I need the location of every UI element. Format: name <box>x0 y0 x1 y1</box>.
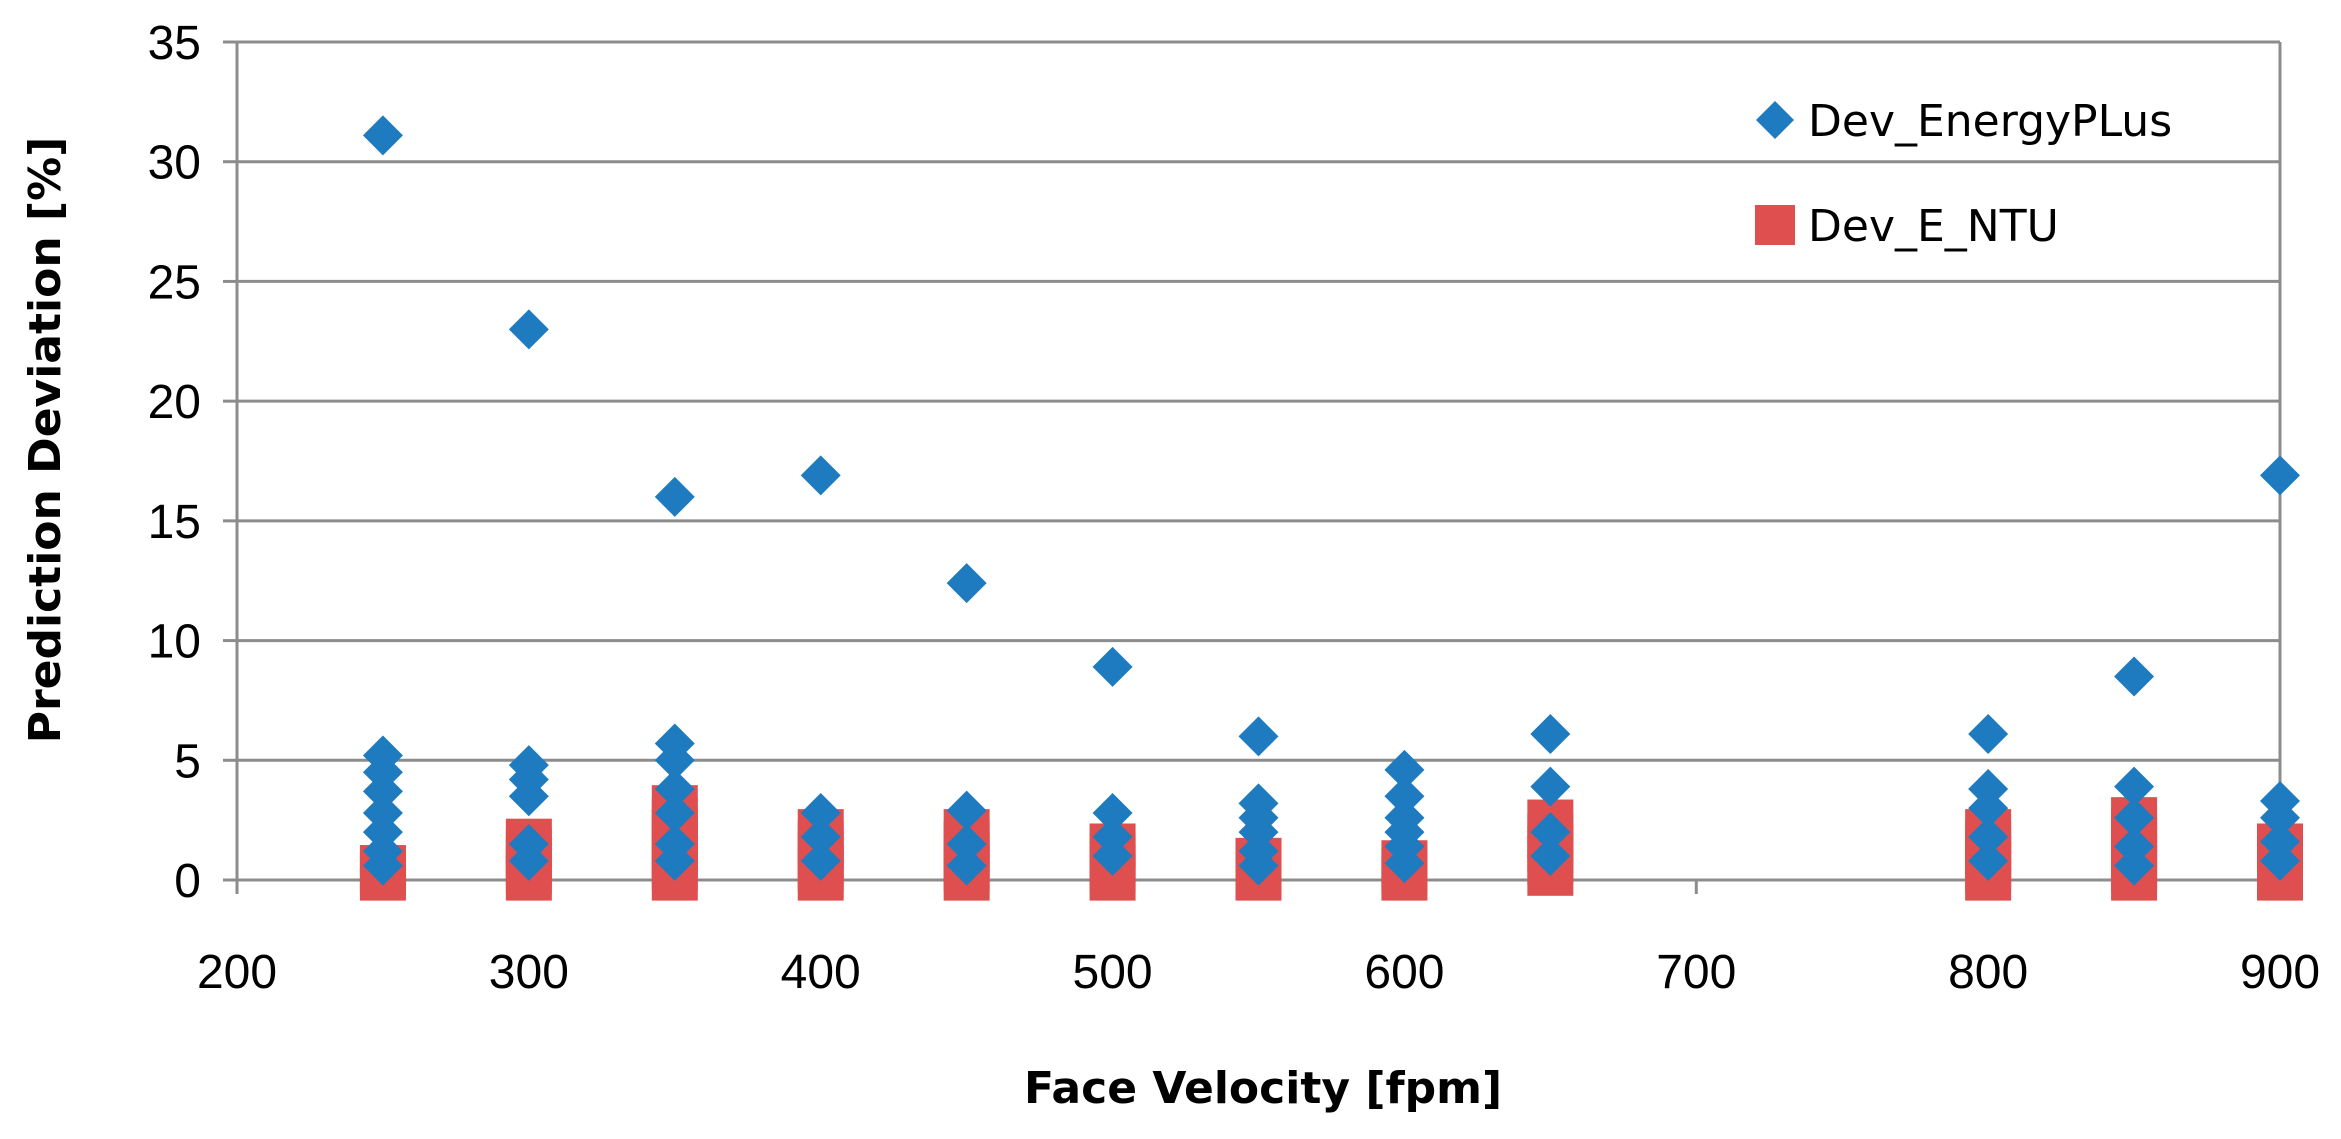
diamond-point-8 <box>508 309 549 350</box>
diamond-point-20 <box>654 840 695 881</box>
tick-labels: 0 5 10 15 20 25 30 35 200 300 400 500 600 700 800 900 <box>148 17 2320 999</box>
diamond-point-46 <box>1530 766 1571 807</box>
diamond-point-53 <box>1968 840 2009 881</box>
diamond-point-39 <box>1384 749 1425 790</box>
axis-titles: Face Velocity [fpm] Prediction Deviation… <box>20 137 1502 1114</box>
y-tick-label-25: 25 <box>148 256 201 309</box>
series-dev-energyplus <box>362 115 2300 886</box>
legend-label: Dev_E_NTU <box>1808 201 2059 252</box>
legend-diamond-marker <box>1756 101 1794 139</box>
diamond-point-28 <box>946 845 987 886</box>
diamond-point-38 <box>1238 845 1279 886</box>
diamond-point-54 <box>2114 656 2155 697</box>
diamond-point-14 <box>654 476 695 517</box>
diamond-point-47 <box>1530 812 1571 853</box>
y-tick-label-0: 0 <box>174 855 201 908</box>
diamond-point-7 <box>362 845 403 886</box>
diamond-point-49 <box>1968 713 2009 754</box>
diamond-point-26 <box>946 790 987 831</box>
diamond-point-44 <box>1384 843 1425 884</box>
diamond-point-58 <box>2114 845 2155 886</box>
x-tick-label-400: 400 <box>781 946 861 999</box>
y-tick-label-30: 30 <box>148 137 201 190</box>
legend-item-dev-energyplus[interactable]: Dev_EnergyPLus <box>1756 96 2172 147</box>
diamond-point-16 <box>654 740 695 781</box>
legend-label: Dev_EnergyPLus <box>1808 96 2172 147</box>
diamond-point-25 <box>946 563 987 604</box>
diamond-point-61 <box>2260 797 2300 838</box>
y-axis-title: Prediction Deviation [%] <box>20 137 71 744</box>
diamond-point-11 <box>508 776 549 817</box>
diamond-point-17 <box>654 769 695 810</box>
diamond-point-29 <box>1092 646 1133 687</box>
diamond-point-0 <box>362 115 403 156</box>
y-tick-label-15: 15 <box>148 496 201 549</box>
series-dev-e-ntu <box>359 785 2303 901</box>
diamond-point-21 <box>800 455 841 496</box>
diamond-point-55 <box>2114 766 2155 807</box>
diamond-point-40 <box>1384 776 1425 817</box>
data-series <box>359 115 2303 901</box>
diamond-point-23 <box>800 816 841 857</box>
diamond-point-22 <box>800 792 841 833</box>
diamond-point-32 <box>1092 836 1133 877</box>
x-tick-label-600: 600 <box>1364 946 1444 999</box>
legend-square-marker <box>1755 205 1795 245</box>
x-axis-title: Face Velocity [fpm] <box>1024 1063 1502 1114</box>
x-tick-label-200: 200 <box>197 946 277 999</box>
y-tick-label-10: 10 <box>148 616 201 669</box>
diamond-point-56 <box>2114 797 2155 838</box>
diamond-point-24 <box>800 840 841 881</box>
diamond-point-45 <box>1530 713 1571 754</box>
x-tick-label-300: 300 <box>489 946 569 999</box>
diamond-point-48 <box>1530 836 1571 877</box>
y-tick-label-20: 20 <box>148 376 201 429</box>
legend[interactable]: Dev_EnergyPLus Dev_E_NTU <box>1755 96 2172 252</box>
diamond-point-33 <box>1238 716 1279 757</box>
diamond-point-63 <box>2260 840 2300 881</box>
diamond-point-52 <box>1968 816 2009 857</box>
x-tick-label-900: 900 <box>2240 946 2320 999</box>
diamond-point-51 <box>1968 788 2009 829</box>
x-tick-label-500: 500 <box>1073 946 1153 999</box>
x-tick-label-800: 800 <box>1948 946 2028 999</box>
y-tick-label-5: 5 <box>174 735 201 788</box>
legend-item-dev-e-ntu[interactable]: Dev_E_NTU <box>1755 201 2059 252</box>
diamond-point-59 <box>2260 455 2300 496</box>
diamond-point-18 <box>654 792 695 833</box>
y-tick-label-35: 35 <box>148 17 201 70</box>
diamond-point-13 <box>508 840 549 881</box>
diamond-point-3 <box>362 771 403 812</box>
diamond-point-27 <box>946 824 987 865</box>
diamond-point-30 <box>1092 792 1133 833</box>
gridlines <box>237 40 2280 762</box>
x-tick-label-700: 700 <box>1656 946 1736 999</box>
